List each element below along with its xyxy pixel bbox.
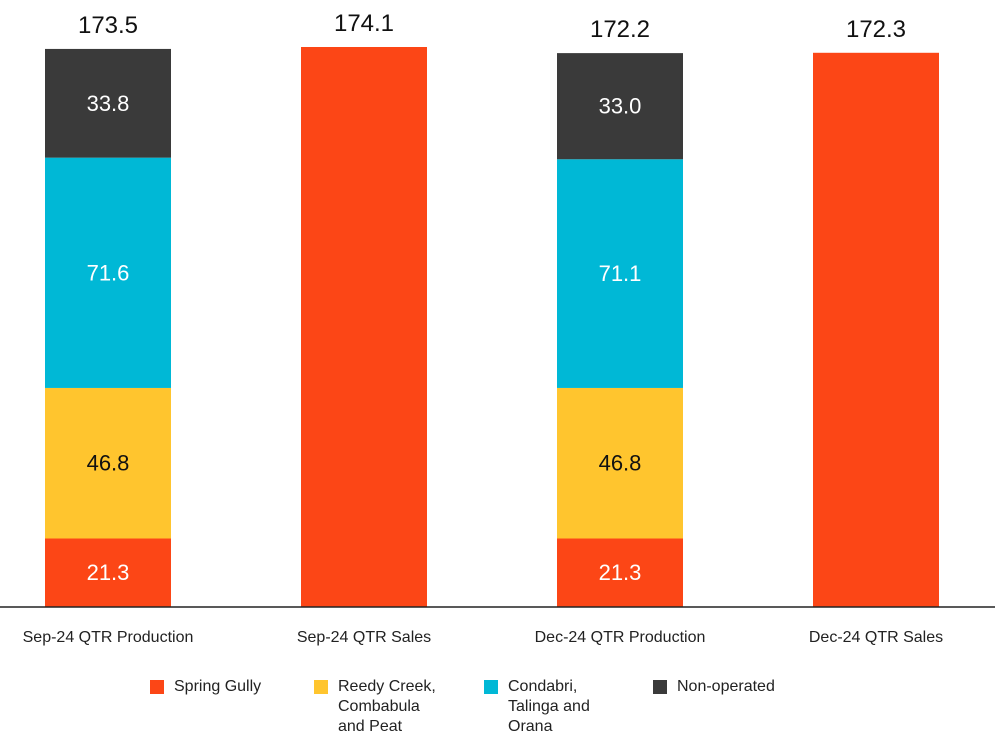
legend-swatch-2 xyxy=(314,680,328,694)
bar-segment-1-2 xyxy=(45,387,171,539)
category-label-2: Sep-24 QTR Sales xyxy=(297,629,431,646)
legend-item-4: Non-operated xyxy=(653,677,817,737)
bar-segment-3-2 xyxy=(557,387,683,539)
legend-swatch-4 xyxy=(653,680,667,694)
total-label-4: 172.3 xyxy=(846,16,906,43)
total-label-3: 172.2 xyxy=(590,16,650,43)
legend-label-4: Non-operated xyxy=(677,678,775,695)
total-labels-group: 173.5 174.1 172.2 172.3 xyxy=(78,10,906,43)
category-label-4: Dec-24 QTR Sales xyxy=(809,629,943,646)
category-label-1: Sep-24 QTR Production xyxy=(23,629,194,646)
legend-item-1: Spring Gully xyxy=(150,677,314,737)
bars-group xyxy=(45,47,939,607)
segment-label-1-1: 21.3 xyxy=(87,560,130,585)
legend: Spring Gully Reedy Creek, Combabula and P… xyxy=(150,677,817,737)
bar-segment-1-1 xyxy=(45,538,171,607)
segment-label-1-2: 46.8 xyxy=(87,451,130,476)
segment-label-3-2: 46.8 xyxy=(599,451,642,476)
bar-segment-3-4 xyxy=(557,53,683,160)
legend-label-1: Spring Gully xyxy=(174,678,262,695)
category-labels-group: Sep-24 QTR Production Sep-24 QTR Sales Dec… xyxy=(23,629,944,646)
bar-segment-3-3 xyxy=(557,159,683,388)
bar-segment-4-1 xyxy=(813,52,939,607)
bar-segment-1-3 xyxy=(45,157,171,388)
bar-segment-3-1 xyxy=(557,538,683,607)
legend-label-2: Reedy Creek, Combabula and Peat xyxy=(338,678,436,735)
segment-label-3-4: 33.0 xyxy=(599,94,642,119)
segment-labels-group: 21.3 46.8 71.6 33.8 21.3 46.8 71.1 33.0 xyxy=(87,91,642,585)
bar-segment-2-1 xyxy=(301,47,427,607)
legend-item-3: Condabri, Talinga and Orana xyxy=(484,677,653,737)
total-label-1: 173.5 xyxy=(78,12,138,39)
segment-label-3-3: 71.1 xyxy=(599,261,642,286)
total-label-2: 174.1 xyxy=(334,10,394,37)
segment-label-3-1: 21.3 xyxy=(599,560,642,585)
legend-item-2: Reedy Creek, Combabula and Peat xyxy=(314,677,484,737)
legend-swatch-3 xyxy=(484,680,498,694)
segment-label-1-4: 33.8 xyxy=(87,91,130,116)
legend-swatch-1 xyxy=(150,680,164,694)
legend-label-3: Condabri, Talinga and Orana xyxy=(508,678,590,735)
bar-segment-1-4 xyxy=(45,48,171,158)
category-label-3: Dec-24 QTR Production xyxy=(535,629,706,646)
segment-label-1-3: 71.6 xyxy=(87,260,130,285)
